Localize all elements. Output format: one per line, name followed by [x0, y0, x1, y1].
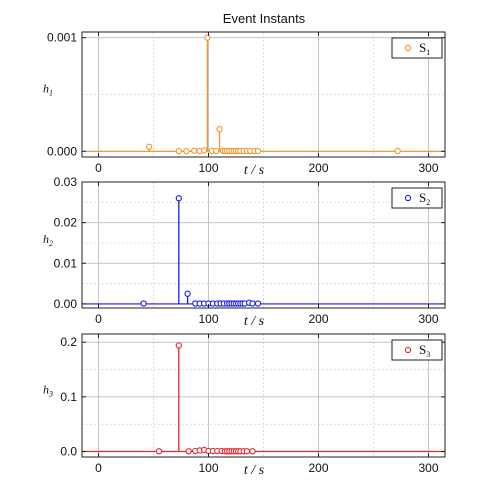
plot-frame: [81, 333, 446, 458]
x-tick-label: 300: [418, 312, 438, 326]
legend-marker: [404, 194, 412, 202]
plot-area: [82, 182, 445, 308]
plot-frame: [81, 181, 446, 309]
y-axis-label: h2: [43, 232, 53, 248]
stem-marker: [243, 448, 251, 455]
y-tick-label: 0.000: [47, 144, 77, 158]
stem-marker: [140, 300, 147, 307]
stem-marker: [249, 300, 256, 307]
stem-marker: [175, 342, 182, 349]
legend-label-subscript: 2: [426, 198, 430, 207]
x-axis-label: t / s: [244, 463, 265, 478]
y-axis-label-subscript: 2: [49, 239, 53, 248]
subplot-2: 0.00 0.01 0.02 0.03 0 100 200 300 t / s h2 S2: [43, 175, 446, 329]
legend-box: [391, 37, 443, 59]
x-tick-label: 200: [308, 312, 328, 326]
y-axis-label-subscript: 1: [49, 89, 53, 98]
y-tick-label: 0.2: [60, 335, 77, 349]
legend-marker: [404, 346, 412, 354]
x-tick-label: 200: [308, 461, 328, 475]
stem-marker: [184, 290, 191, 297]
legend-label: S2: [419, 190, 430, 207]
y-tick-label: 0.03: [54, 175, 78, 189]
y-tick-label: 0.0: [60, 445, 77, 459]
y-tick-label: 0.02: [54, 216, 78, 230]
stem-marker: [200, 147, 208, 154]
x-tick-label: 0: [95, 161, 102, 175]
stem-marker: [254, 147, 262, 155]
legend: S3: [391, 339, 443, 361]
legend-label: S3: [419, 342, 430, 359]
subplot-1: 0.000 0.001 0 100 200 300 t / s h1 S1: [43, 31, 446, 178]
stem-marker: [254, 300, 262, 307]
x-tick-label: 0: [95, 312, 102, 326]
stem-marker: [394, 147, 401, 155]
legend: S1: [391, 37, 443, 59]
x-tick-label: 300: [418, 161, 438, 175]
stem-marker: [204, 34, 211, 41]
y-tick-label: 0.1: [60, 390, 77, 404]
stem-marker: [155, 448, 163, 455]
legend-marker: [404, 44, 412, 52]
x-tick-label: 100: [198, 161, 218, 175]
x-tick-label: 0: [95, 461, 102, 475]
y-tick-label: 0.001: [47, 31, 77, 45]
legend-box: [391, 187, 443, 209]
x-axis-label: t / s: [244, 314, 265, 329]
stem-marker: [185, 448, 192, 455]
stem-marker: [213, 147, 220, 155]
stem-marker: [145, 143, 153, 150]
legend-box: [391, 339, 443, 361]
legend-label-subscript: 1: [426, 48, 430, 57]
stem-marker: [191, 147, 198, 154]
stem-marker: [183, 147, 190, 155]
x-tick-label: 100: [198, 312, 218, 326]
legend-label-subscript: 3: [426, 350, 430, 359]
subplot-3: 0.0 0.1 0.2 0 100 200 300 t / s h3 S3: [43, 333, 446, 478]
x-tick-label: 300: [418, 461, 438, 475]
stem-marker: [175, 147, 182, 155]
stem-marker: [216, 126, 223, 133]
stem-marker: [175, 195, 182, 202]
y-tick-label: 0.01: [54, 256, 78, 270]
x-axis-label: t / s: [244, 163, 265, 178]
y-axis-label-subscript: 3: [48, 390, 53, 399]
legend-label: S1: [419, 40, 430, 57]
x-tick-label: 200: [308, 161, 328, 175]
y-tick-label: 0.00: [54, 297, 78, 311]
y-axis-label: h3: [43, 383, 53, 399]
legend: S2: [391, 187, 443, 209]
stem-marker: [249, 448, 256, 455]
y-axis-label: h1: [43, 82, 53, 98]
plot-frame: [81, 31, 446, 158]
x-tick-label: 100: [198, 461, 218, 475]
chart-title: Event Instants: [223, 11, 306, 26]
